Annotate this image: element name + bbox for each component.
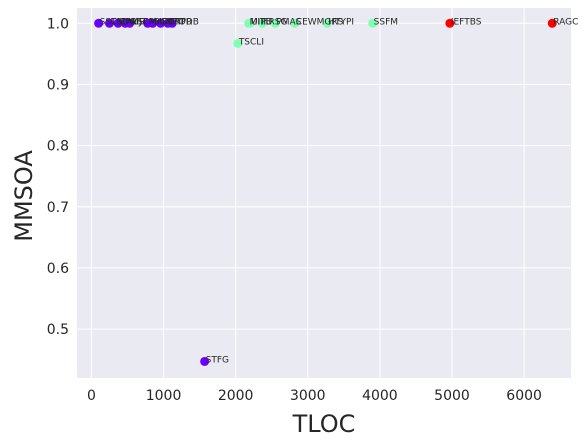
data-point xyxy=(290,18,300,28)
point-label: CTPR xyxy=(169,17,192,27)
point-label: IEFTBS xyxy=(451,17,482,27)
x-tick-label: 6000 xyxy=(506,388,542,404)
x-tick-label: 1000 xyxy=(146,388,182,404)
data-point xyxy=(257,18,267,28)
point-label: CEWMGRS xyxy=(296,17,344,27)
data-point xyxy=(167,18,177,28)
x-axis-title: TLOC xyxy=(292,410,356,438)
x-tick-labels: 0 1000 2000 3000 4000 5000 6000 xyxy=(87,388,542,404)
data-point xyxy=(156,18,166,28)
data-point xyxy=(200,356,210,366)
point-labels: SSTMCSDGCPMSAUJTRSCMPMDTBGTPSGRTCTPRTODB… xyxy=(100,17,579,365)
point-label: MITE xyxy=(250,17,272,27)
point-label: AUJT xyxy=(126,17,147,27)
x-tick-label: 3000 xyxy=(290,388,326,404)
point-label: RAGC xyxy=(553,17,578,27)
point-label: TSCLI xyxy=(238,37,264,47)
x-tick-label: 4000 xyxy=(362,388,398,404)
data-point xyxy=(233,38,243,48)
y-tick-label: 0.5 xyxy=(47,322,69,338)
point-label: SSTM xyxy=(100,17,125,27)
y-tick-label: 0.7 xyxy=(47,200,69,216)
y-tick-label: 0.8 xyxy=(47,139,69,155)
point-label: SGRT xyxy=(162,17,186,27)
data-point xyxy=(322,18,332,28)
y-tick-label: 0.9 xyxy=(47,77,69,93)
x-tick-label: 0 xyxy=(87,388,96,404)
y-tick-label: 0.6 xyxy=(47,261,69,277)
data-point xyxy=(270,18,280,28)
data-point xyxy=(368,18,378,28)
point-label: UIPU xyxy=(251,17,272,27)
point-label: RSCM xyxy=(131,17,157,27)
point-label: CSDG xyxy=(110,17,136,27)
data-point xyxy=(113,18,123,28)
point-label: STFG xyxy=(206,355,229,365)
data-point xyxy=(445,18,455,28)
point-label: FRSG xyxy=(263,17,287,27)
data-point xyxy=(547,18,557,28)
point-label: PMDT xyxy=(149,17,175,27)
point-label: SSFM xyxy=(374,17,398,27)
data-point xyxy=(104,18,114,28)
y-tick-label: 1.0 xyxy=(47,16,69,32)
data-point xyxy=(94,18,104,28)
data-point xyxy=(245,18,255,28)
data-point xyxy=(125,18,135,28)
point-label: BGTP xyxy=(154,17,178,27)
point-label: PMAS xyxy=(276,17,301,27)
point-label: CPMS xyxy=(119,17,144,27)
y-tick-labels: 0.5 0.6 0.7 0.8 0.9 1.0 xyxy=(47,16,69,338)
point-label: HTYPI xyxy=(328,17,354,27)
data-points xyxy=(94,18,557,366)
point-label: TODB xyxy=(172,17,199,27)
plot-background xyxy=(77,8,571,378)
x-tick-label: 5000 xyxy=(434,388,470,404)
data-point xyxy=(148,18,158,28)
y-axis-title: MMSOA xyxy=(10,150,38,242)
x-tick-label: 2000 xyxy=(218,388,254,404)
